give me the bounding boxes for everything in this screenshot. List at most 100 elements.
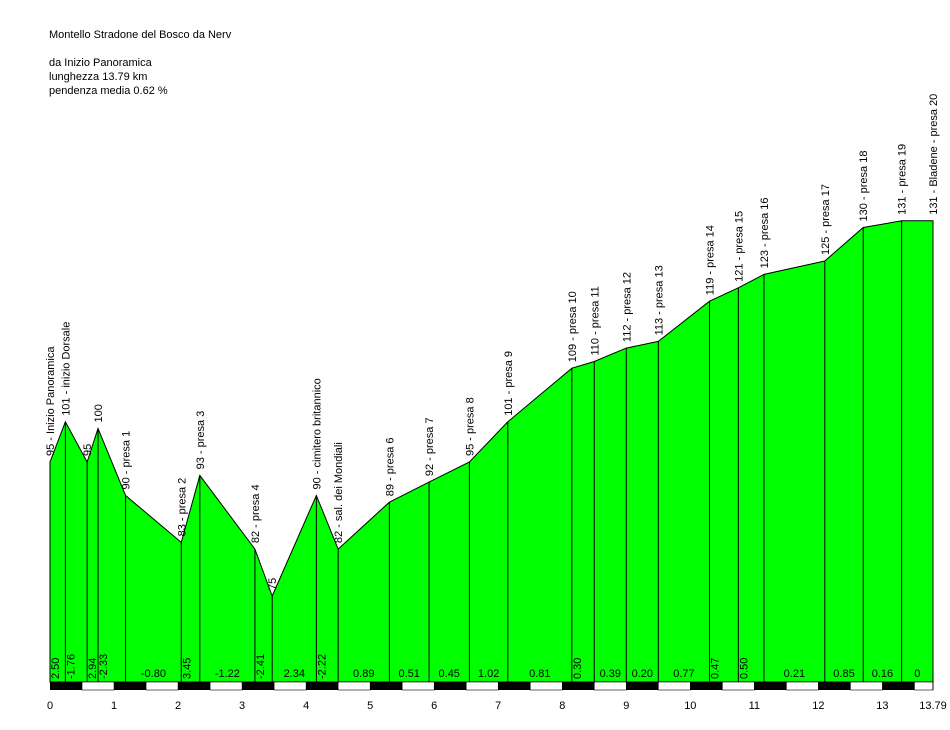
point-labels: 95 - Inizio Panoramica 101 - inizio Dorsa… bbox=[45, 94, 940, 590]
segment-gradient-19: 0.47 bbox=[710, 658, 722, 679]
point-label-12: 92 - presa 7 bbox=[424, 417, 436, 476]
scale-cell-light-4 bbox=[337, 681, 371, 691]
point-label-14: 101 - presa 9 bbox=[503, 351, 515, 416]
scale-cell-dark-4 bbox=[306, 682, 339, 690]
point-label-15: 109 - presa 10 bbox=[567, 291, 579, 362]
segment-gradient-17: 0.20 bbox=[632, 668, 653, 680]
point-label-1: 101 - inizio Dorsale bbox=[60, 322, 72, 416]
point-label-20: 121 - presa 15 bbox=[733, 211, 745, 282]
scale-cell-dark-2 bbox=[178, 682, 211, 690]
segment-gradient-6: -1.22 bbox=[215, 668, 240, 680]
point-label-22: 125 - presa 17 bbox=[820, 184, 832, 255]
profile-point-lines bbox=[49, 220, 934, 682]
scale-cell-light-9 bbox=[658, 681, 691, 691]
scale-cell-light-8 bbox=[593, 681, 627, 691]
segment-gradient-2: 2.94 bbox=[87, 658, 99, 679]
segment-gradient-9: -2.22 bbox=[316, 654, 328, 679]
segment-gradient-5: 3.45 bbox=[181, 658, 193, 679]
km-tick-label-1: 1 bbox=[111, 700, 117, 712]
km-tick-label-13: 13 bbox=[876, 700, 888, 712]
segment-gradient-22: 0.85 bbox=[833, 668, 854, 680]
profile-area bbox=[49, 220, 934, 683]
point-label-7: 82 - presa 4 bbox=[250, 484, 262, 543]
point-label-4: 90 - presa 1 bbox=[121, 431, 133, 490]
average-gradient: pendenza media 0.62 % bbox=[49, 85, 168, 97]
km-tick-label-4: 4 bbox=[303, 700, 309, 712]
segment-gradient-13: 1.02 bbox=[478, 668, 499, 680]
km-tick-label-10: 10 bbox=[684, 700, 696, 712]
scale-cell-dark-12 bbox=[818, 682, 851, 690]
scale-cell-dark-8 bbox=[562, 682, 595, 690]
route-title: Montello Stradone del Bosco da Nerv bbox=[49, 29, 232, 41]
segment-gradient-10: 0.89 bbox=[353, 668, 374, 680]
point-label-19: 119 - presa 14 bbox=[705, 225, 717, 295]
km-axis-labels: 0 1 2 3 4 5 6 7 8 9 10 11 12 13 13.79 bbox=[47, 700, 947, 712]
scale-cell-dark-5 bbox=[370, 682, 403, 690]
point-label-16: 110 - presa 11 bbox=[589, 286, 601, 355]
km-tick-label-8: 8 bbox=[559, 700, 565, 712]
km-tick-label-6: 6 bbox=[431, 700, 437, 712]
km-scale-bar bbox=[50, 680, 934, 691]
profile-area-layer bbox=[49, 220, 934, 683]
km-tick-label-9: 9 bbox=[623, 700, 629, 712]
start-point: da Inizio Panoramica bbox=[49, 57, 152, 69]
scale-cell-light-5 bbox=[401, 681, 435, 691]
segment-gradient-12: 0.45 bbox=[439, 668, 460, 680]
segment-gradient-20: 0.50 bbox=[738, 658, 750, 679]
segment-gradient-14: 0.81 bbox=[529, 668, 550, 680]
scale-cell-dark-3 bbox=[242, 682, 275, 690]
segment-gradient-3: -2.33 bbox=[98, 654, 110, 679]
point-label-10: 82 - sal. dei Mondiali bbox=[333, 442, 345, 543]
point-label-0: 95 - Inizio Panoramica bbox=[45, 346, 57, 456]
scale-cell-light-11 bbox=[786, 681, 819, 691]
scale-cell-dark-0 bbox=[50, 682, 83, 690]
point-label-6: 93 - presa 3 bbox=[195, 411, 207, 470]
segment-gradient-15: 0.30 bbox=[572, 658, 584, 679]
segment-gradient-7: -2.41 bbox=[255, 654, 267, 679]
km-tick-label-3: 3 bbox=[239, 700, 245, 712]
point-label-8: 75 bbox=[267, 578, 279, 590]
km-tick-label-2: 2 bbox=[175, 700, 181, 712]
segment-gradient-21: 0.21 bbox=[784, 668, 805, 680]
scale-cell-dark-10 bbox=[690, 682, 723, 690]
profile-header: Montello Stradone del Bosco da Nerv da I… bbox=[49, 28, 231, 98]
km-tick-label-11: 11 bbox=[749, 700, 760, 712]
km-tick-label-7: 7 bbox=[495, 700, 501, 712]
scale-cell-light-6 bbox=[465, 681, 499, 691]
km-tick-label-14: 13.79 bbox=[919, 700, 947, 712]
segment-gradient-16: 0.39 bbox=[600, 668, 621, 680]
scale-cell-dark-9 bbox=[626, 682, 659, 690]
segment-gradient-labels: 2.50 -1.76 2.94-2.33 -0.80 3.45 -1.22 -2.41 2.3… bbox=[50, 654, 920, 680]
segment-gradient-0: 2.50 bbox=[50, 658, 62, 679]
scale-cell-light-12 bbox=[850, 681, 883, 691]
segment-gradient-1: -1.76 bbox=[65, 654, 77, 679]
segment-gradient-8: 2.34 bbox=[284, 668, 305, 680]
point-label-5: 83 - presa 2 bbox=[176, 478, 188, 537]
scale-cell-dark-6 bbox=[434, 682, 467, 690]
point-label-21: 123 - presa 16 bbox=[759, 197, 771, 268]
scale-cell-light-0 bbox=[81, 681, 115, 691]
point-label-24: 131 - presa 19 bbox=[897, 144, 909, 215]
scale-cell-light-7 bbox=[529, 681, 563, 691]
point-label-13: 95 - presa 8 bbox=[464, 397, 476, 456]
point-label-9: 90 - cimitero britannico bbox=[311, 378, 323, 489]
scale-cell-dark-11 bbox=[754, 682, 787, 690]
km-tick-label-0: 0 bbox=[47, 700, 53, 712]
scale-cell-light-13 bbox=[914, 681, 934, 691]
km-tick-label-12: 12 bbox=[812, 700, 824, 712]
scale-cell-light-3 bbox=[273, 681, 307, 691]
point-label-25: 131 - Bladene - presa 20 bbox=[928, 94, 940, 215]
scale-cell-dark-1 bbox=[114, 682, 147, 690]
segment-gradient-18: 0.77 bbox=[673, 668, 694, 680]
scale-cell-light-1 bbox=[145, 681, 179, 691]
point-label-23: 130 - presa 18 bbox=[858, 151, 870, 222]
point-label-17: 112 - presa 12 bbox=[621, 272, 633, 342]
scale-cell-dark-7 bbox=[498, 682, 531, 690]
scale-cell-dark-13 bbox=[882, 682, 915, 690]
point-label-11: 89 - presa 6 bbox=[384, 437, 396, 496]
scale-cell-light-2 bbox=[209, 681, 243, 691]
point-label-18: 113 - presa 13 bbox=[653, 265, 665, 335]
segment-gradient-11: 0.51 bbox=[399, 668, 420, 680]
segment-gradient-23: 0.16 bbox=[872, 668, 893, 680]
